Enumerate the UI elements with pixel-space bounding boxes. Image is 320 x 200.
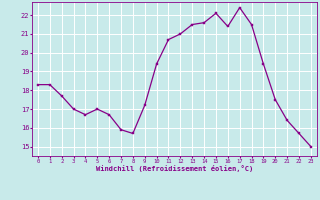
X-axis label: Windchill (Refroidissement éolien,°C): Windchill (Refroidissement éolien,°C) [96, 165, 253, 172]
